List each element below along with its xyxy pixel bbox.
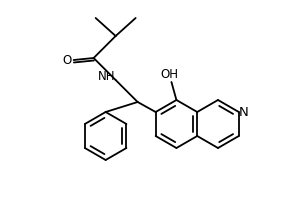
Text: O: O	[62, 54, 71, 67]
Text: NH: NH	[98, 70, 115, 83]
Text: OH: OH	[160, 67, 178, 80]
Text: N: N	[239, 106, 249, 119]
